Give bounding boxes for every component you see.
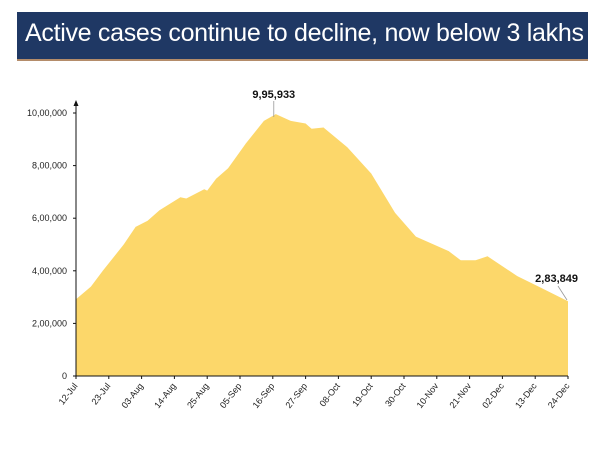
x-tick-label: 16-Sep [251, 381, 277, 410]
x-tick-label: 05-Sep [218, 381, 244, 410]
latest-leader-line [557, 285, 568, 301]
y-tick-label: 10,00,000 [27, 108, 67, 118]
x-tick-label: 08-Oct [317, 381, 342, 409]
x-tick-label: 10-Nov [415, 381, 441, 410]
y-tick-label: 8,00,000 [32, 161, 67, 171]
y-axis-arrow [73, 100, 79, 106]
x-tick-label: 30-Oct [383, 381, 408, 409]
area-series [76, 114, 568, 376]
peak-annotation: 9,95,933 [252, 89, 295, 101]
title-banner: Active cases continue to decline, now be… [17, 12, 588, 61]
y-tick-label: 2,00,000 [32, 318, 67, 328]
x-tick-label: 13-Dec [513, 381, 539, 410]
x-tick-label: 03-Aug [119, 381, 145, 410]
x-tick-label: 21-Nov [447, 381, 473, 410]
x-tick-label: 14-Aug [152, 381, 178, 410]
latest-annotation: 2,83,849 [535, 273, 578, 285]
y-tick-label: 6,00,000 [32, 213, 67, 223]
chart-title: Active cases continue to decline, now be… [25, 19, 584, 47]
x-tick-label: 19-Oct [350, 381, 375, 409]
x-tick-label: 24-Dec [546, 381, 572, 410]
x-tick-label: 23-Jul [89, 381, 112, 406]
x-tick-label: 27-Sep [283, 381, 309, 410]
y-tick-label: 4,00,000 [32, 266, 67, 276]
x-tick-label: 12-Jul [57, 381, 80, 406]
x-tick-label: 25-Aug [185, 381, 211, 410]
x-tick-label: 02-Dec [480, 381, 506, 410]
y-tick-label: 0 [62, 371, 67, 381]
